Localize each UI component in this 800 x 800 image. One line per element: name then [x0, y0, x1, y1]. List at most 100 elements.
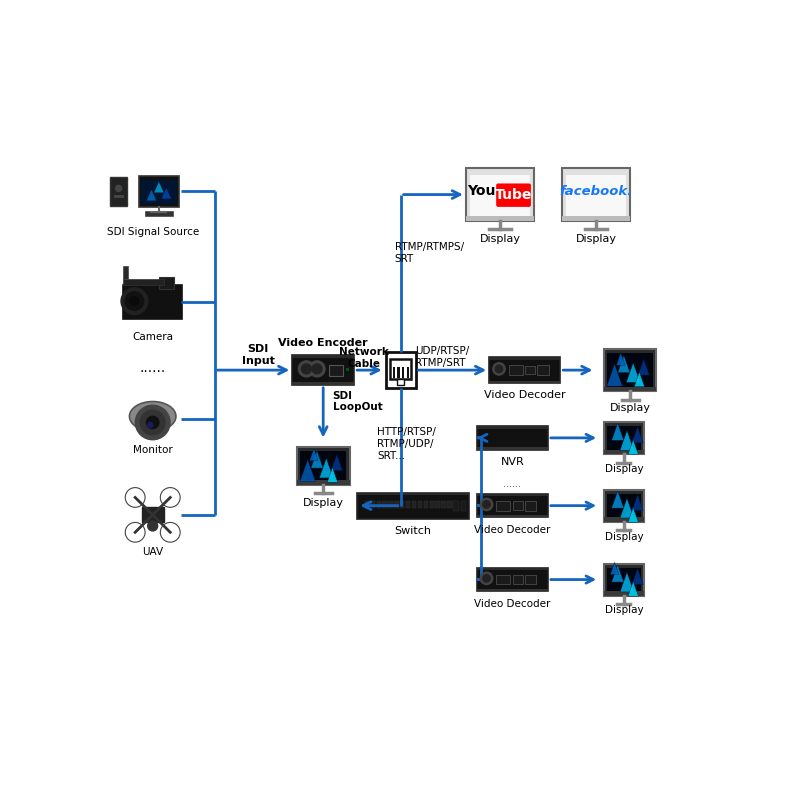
FancyBboxPatch shape	[138, 176, 179, 207]
Ellipse shape	[130, 402, 176, 431]
Polygon shape	[311, 451, 323, 468]
Polygon shape	[626, 362, 640, 382]
FancyBboxPatch shape	[489, 357, 560, 383]
Text: Display: Display	[605, 606, 643, 615]
Circle shape	[135, 406, 170, 440]
FancyBboxPatch shape	[146, 211, 173, 215]
FancyBboxPatch shape	[607, 494, 641, 518]
FancyBboxPatch shape	[477, 589, 548, 591]
FancyBboxPatch shape	[330, 365, 343, 376]
Text: Display: Display	[610, 403, 650, 414]
FancyBboxPatch shape	[406, 366, 409, 378]
Text: facebook.: facebook.	[559, 185, 633, 198]
FancyBboxPatch shape	[604, 518, 644, 522]
Polygon shape	[331, 454, 342, 470]
FancyBboxPatch shape	[604, 490, 644, 522]
Circle shape	[148, 521, 158, 531]
FancyBboxPatch shape	[604, 386, 657, 391]
FancyBboxPatch shape	[538, 365, 549, 375]
Text: Display: Display	[605, 464, 643, 474]
Polygon shape	[632, 426, 643, 443]
FancyBboxPatch shape	[418, 501, 422, 508]
FancyBboxPatch shape	[114, 195, 123, 198]
Text: Display: Display	[605, 531, 643, 542]
FancyBboxPatch shape	[377, 501, 381, 508]
Polygon shape	[162, 188, 171, 199]
FancyBboxPatch shape	[562, 216, 630, 221]
Circle shape	[302, 364, 311, 374]
Circle shape	[483, 501, 490, 508]
FancyBboxPatch shape	[604, 450, 644, 454]
Polygon shape	[300, 459, 315, 482]
Text: ......: ......	[503, 479, 522, 489]
Polygon shape	[327, 467, 338, 482]
Text: UDP/RTSP/
RTMP/SRT: UDP/RTSP/ RTMP/SRT	[415, 346, 470, 368]
Circle shape	[493, 362, 505, 375]
Circle shape	[146, 416, 159, 429]
FancyBboxPatch shape	[365, 501, 369, 508]
FancyBboxPatch shape	[604, 422, 644, 454]
FancyBboxPatch shape	[292, 355, 354, 385]
FancyBboxPatch shape	[466, 168, 534, 221]
Circle shape	[495, 365, 502, 373]
Circle shape	[480, 572, 493, 585]
Text: Camera: Camera	[132, 332, 173, 342]
Polygon shape	[620, 498, 634, 518]
FancyBboxPatch shape	[489, 381, 560, 383]
Text: Display: Display	[575, 234, 617, 244]
FancyBboxPatch shape	[461, 501, 466, 510]
FancyBboxPatch shape	[470, 175, 530, 217]
FancyBboxPatch shape	[477, 515, 548, 518]
FancyBboxPatch shape	[388, 501, 393, 508]
Polygon shape	[606, 364, 622, 386]
Polygon shape	[319, 458, 334, 478]
Text: Network
Cable: Network Cable	[338, 347, 389, 369]
FancyBboxPatch shape	[110, 177, 127, 206]
FancyBboxPatch shape	[604, 349, 657, 391]
FancyBboxPatch shape	[477, 568, 548, 570]
FancyBboxPatch shape	[430, 501, 434, 508]
Polygon shape	[612, 491, 624, 508]
FancyBboxPatch shape	[447, 501, 451, 508]
FancyBboxPatch shape	[525, 366, 535, 374]
FancyBboxPatch shape	[453, 501, 458, 508]
FancyBboxPatch shape	[496, 183, 531, 207]
FancyBboxPatch shape	[292, 382, 354, 385]
Circle shape	[148, 422, 153, 427]
FancyBboxPatch shape	[562, 168, 630, 221]
FancyBboxPatch shape	[442, 501, 446, 508]
FancyBboxPatch shape	[477, 568, 548, 591]
FancyBboxPatch shape	[424, 501, 428, 508]
Polygon shape	[632, 569, 643, 585]
Text: Tube: Tube	[495, 187, 532, 202]
Polygon shape	[628, 507, 638, 522]
FancyBboxPatch shape	[477, 447, 548, 450]
FancyBboxPatch shape	[509, 365, 522, 375]
Text: Video Decoder: Video Decoder	[474, 598, 550, 609]
FancyBboxPatch shape	[402, 366, 404, 378]
FancyBboxPatch shape	[607, 568, 641, 591]
FancyBboxPatch shape	[513, 575, 522, 584]
Circle shape	[122, 288, 147, 314]
FancyBboxPatch shape	[525, 574, 536, 585]
FancyBboxPatch shape	[477, 426, 548, 450]
FancyBboxPatch shape	[292, 355, 354, 358]
Text: You: You	[467, 185, 495, 198]
FancyBboxPatch shape	[358, 493, 469, 495]
FancyBboxPatch shape	[497, 574, 510, 585]
FancyBboxPatch shape	[477, 426, 548, 429]
FancyBboxPatch shape	[393, 366, 395, 378]
FancyBboxPatch shape	[370, 501, 375, 508]
FancyBboxPatch shape	[566, 175, 626, 217]
FancyBboxPatch shape	[390, 358, 411, 379]
FancyBboxPatch shape	[477, 494, 548, 518]
FancyBboxPatch shape	[604, 563, 644, 595]
FancyBboxPatch shape	[435, 501, 440, 508]
Text: Monitor: Monitor	[133, 446, 173, 455]
Text: HTTP/RTSP/
RTMP/UDP/
SRT...: HTTP/RTSP/ RTMP/UDP/ SRT...	[377, 427, 436, 461]
Polygon shape	[620, 572, 634, 592]
FancyBboxPatch shape	[489, 357, 560, 360]
Polygon shape	[628, 582, 638, 596]
Text: SDI
Input: SDI Input	[242, 344, 274, 366]
Text: Display: Display	[302, 498, 344, 508]
